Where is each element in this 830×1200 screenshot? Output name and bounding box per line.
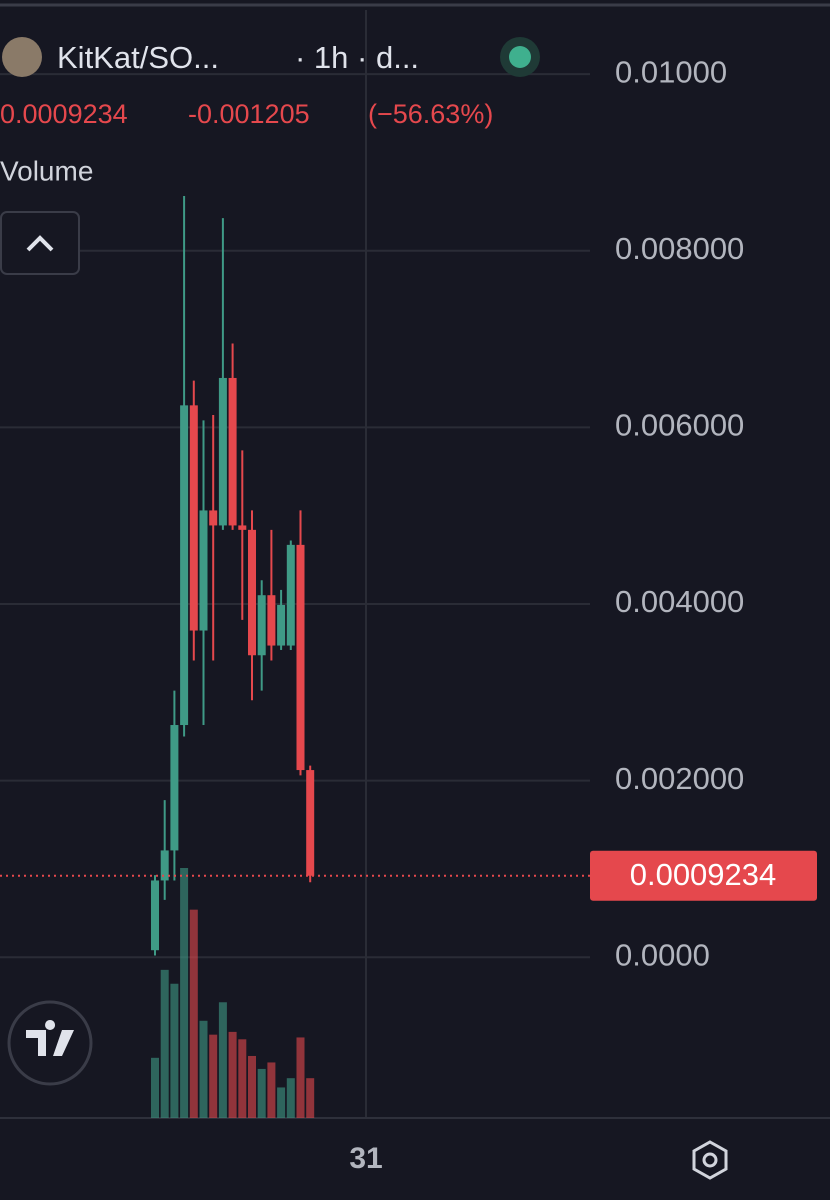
volume-bar bbox=[248, 1055, 256, 1118]
plot-layer: 0.0000 0.002000 0.004000 0.006000 0.008000 0.… bbox=[0, 54, 744, 1118]
volume-bar bbox=[257, 1068, 266, 1118]
candle-body bbox=[228, 377, 237, 526]
settings-icon bbox=[702, 1152, 718, 1168]
candle-body bbox=[218, 377, 227, 526]
tv-logo-mark bbox=[26, 1020, 74, 1056]
tv-logo[interactable] bbox=[7, 1000, 93, 1086]
volume-bar bbox=[267, 1062, 276, 1118]
volume-bar bbox=[286, 1078, 295, 1118]
interval[interactable]: · 1h · d... bbox=[295, 40, 419, 75]
last-price-header: 0.0009234 bbox=[0, 99, 128, 129]
token-icon[interactable] bbox=[2, 37, 42, 77]
collapse-button[interactable] bbox=[0, 211, 80, 275]
status-dot bbox=[509, 46, 531, 68]
settings-button[interactable] bbox=[692, 1140, 728, 1180]
volume-bar bbox=[170, 983, 179, 1118]
candle-body bbox=[170, 725, 179, 851]
y-tick-label: 0.006000 bbox=[615, 408, 744, 443]
candle-body bbox=[296, 544, 305, 771]
volume-bar bbox=[296, 1037, 305, 1118]
volume-bar bbox=[228, 1031, 237, 1118]
change: -0.001205 bbox=[188, 99, 310, 129]
volume-bar bbox=[180, 868, 189, 1118]
x-tick-label: 31 bbox=[349, 1142, 382, 1175]
y-tick-label: 0.008000 bbox=[615, 231, 744, 266]
volume-bar bbox=[218, 1002, 227, 1118]
y-tick-label: 0.004000 bbox=[615, 584, 744, 619]
volume-label: Volume bbox=[0, 155, 93, 186]
volume-bar bbox=[199, 1020, 208, 1118]
last-price-tag bbox=[590, 850, 817, 901]
y-tick-label: 0.0000 bbox=[615, 937, 710, 972]
volume-bar bbox=[189, 909, 198, 1118]
candle-body bbox=[277, 604, 286, 646]
candle-body bbox=[306, 770, 315, 876]
y-tick-label: 0.01000 bbox=[615, 54, 727, 89]
last-price-label: 0.0009234 bbox=[630, 857, 777, 892]
volume-bar bbox=[238, 1039, 247, 1118]
candle-body bbox=[248, 529, 256, 656]
volume-bar bbox=[277, 1087, 286, 1118]
symbol-title[interactable]: KitKat/SO... bbox=[57, 40, 219, 75]
y-tick-label: 0.002000 bbox=[615, 761, 744, 796]
candle-body bbox=[151, 880, 159, 951]
volume-bar bbox=[160, 969, 169, 1118]
candle-body bbox=[286, 544, 295, 646]
chevron-icon bbox=[26, 235, 54, 252]
volume-bar bbox=[151, 1057, 159, 1118]
volume-bar bbox=[209, 1034, 218, 1118]
candle-body bbox=[209, 510, 218, 526]
candle-body bbox=[238, 525, 247, 530]
candle-body bbox=[180, 405, 189, 726]
candle-body bbox=[267, 595, 276, 646]
candle-body bbox=[199, 510, 208, 631]
candle-body bbox=[189, 405, 198, 631]
candle-body bbox=[160, 850, 169, 881]
change-pct: (−56.63%) bbox=[368, 99, 493, 129]
volume-bar bbox=[306, 1078, 315, 1118]
candle-body bbox=[257, 595, 266, 656]
